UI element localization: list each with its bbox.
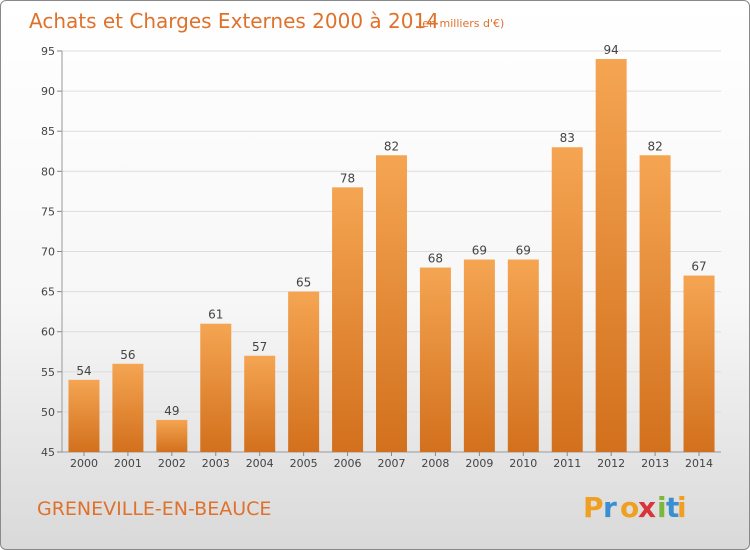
x-tick-label: 2008 (421, 457, 449, 470)
y-tick-label: 65 (41, 286, 55, 299)
data-label: 68 (428, 252, 443, 266)
bar-2000 (68, 379, 100, 452)
data-label: 54 (76, 364, 91, 378)
logo-letter-p: P (583, 491, 604, 524)
data-label: 69 (516, 244, 531, 258)
x-tick-label: 2013 (641, 457, 669, 470)
logo-letter-t: t (666, 491, 679, 524)
data-label: 61 (208, 308, 223, 322)
x-tick-label: 2003 (202, 457, 230, 470)
bar-2011 (551, 147, 583, 453)
y-tick-label: 80 (41, 165, 55, 178)
unit-note: (en milliers d'€) (418, 17, 504, 30)
x-tick-label: 2011 (553, 457, 581, 470)
x-tick-label: 2001 (114, 457, 142, 470)
y-tick-label: 70 (41, 246, 55, 259)
logo-letter-o: o (620, 491, 639, 524)
logo-letter-i2: i (677, 491, 687, 524)
y-tick-labels: 45 50 55 60 65 70 75 80 85 90 95 (41, 45, 55, 459)
x-tick-label: 2006 (334, 457, 362, 470)
logo-letter-r: r (603, 491, 617, 524)
data-label: 82 (647, 139, 662, 153)
proxiti-logo: P r o x i t i (583, 491, 687, 524)
x-tick-labels: 2000 2001 2002 2003 2004 2005 2006 2007 2008 2009… (70, 452, 713, 470)
bar-2002 (156, 419, 188, 452)
data-label: 69 (472, 244, 487, 258)
data-label: 94 (604, 43, 619, 57)
x-tick-label: 2010 (509, 457, 537, 470)
bar-2013 (639, 155, 671, 452)
chart-title: Achats et Charges Externes 2000 à 2014 (29, 9, 439, 33)
commune-name: GRENEVILLE-EN-BEAUCE (37, 498, 271, 520)
x-tick-label: 2014 (685, 457, 713, 470)
x-tick-label: 2002 (158, 457, 186, 470)
data-label: 82 (384, 139, 399, 153)
bar-2012 (595, 59, 627, 453)
bar-2004 (244, 355, 276, 452)
y-tick-label: 45 (41, 446, 55, 459)
logo-letter-x: x (638, 491, 656, 524)
x-tick-label: 2012 (597, 457, 625, 470)
data-label: 57 (252, 340, 267, 354)
x-tick-label: 2000 (70, 457, 98, 470)
bar-2014 (683, 275, 715, 452)
data-label: 49 (164, 404, 179, 418)
y-tick-label: 75 (41, 205, 55, 218)
y-tick-label: 90 (41, 85, 55, 98)
x-tick-label: 2009 (465, 457, 493, 470)
bar-2008 (419, 267, 451, 452)
bar-2005 (288, 291, 320, 452)
data-labels: 54 56 49 61 57 65 78 82 68 69 69 83 94 82 67 (76, 43, 706, 418)
bar-2003 (200, 323, 232, 452)
data-label: 65 (296, 276, 311, 290)
bar-2009 (463, 259, 495, 452)
y-tick-label: 60 (41, 326, 55, 339)
y-tick-label: 50 (41, 406, 55, 419)
y-tick-label: 95 (41, 45, 55, 58)
bar-2007 (376, 155, 407, 452)
data-label: 83 (560, 131, 575, 145)
y-tick-label: 55 (41, 366, 55, 379)
x-tick-label: 2004 (246, 457, 274, 470)
bars (68, 59, 715, 453)
x-tick-label: 2005 (290, 457, 318, 470)
bar-2010 (507, 259, 539, 452)
x-tick-label: 2007 (378, 457, 406, 470)
logo-letter-i1: i (657, 491, 667, 524)
data-label: 67 (691, 260, 706, 274)
bar-2001 (112, 363, 144, 452)
data-label: 78 (340, 171, 355, 185)
y-tick-label: 85 (41, 125, 55, 138)
bar-2006 (332, 187, 364, 452)
data-label: 56 (120, 348, 135, 362)
